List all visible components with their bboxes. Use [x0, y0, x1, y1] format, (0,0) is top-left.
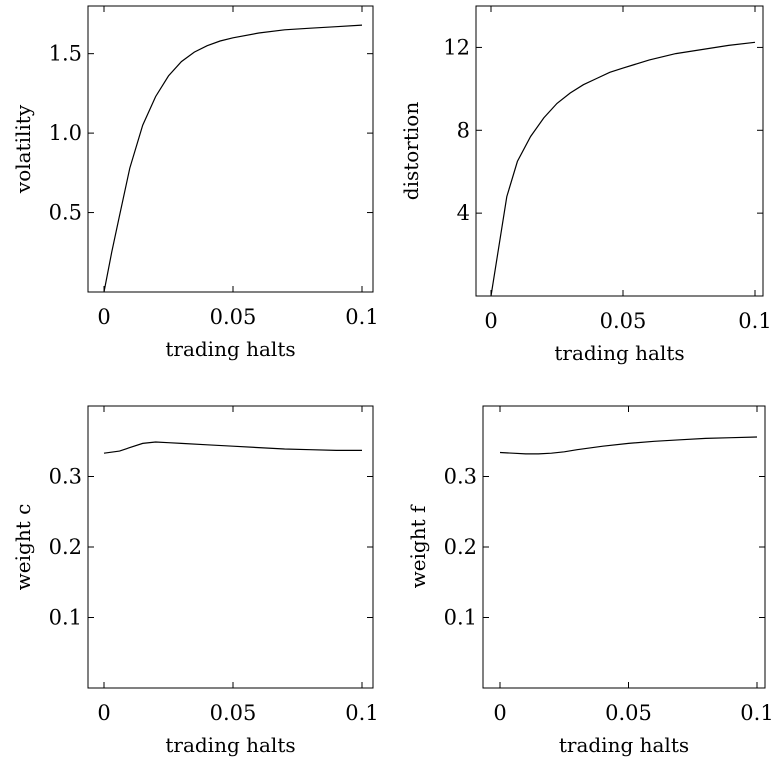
y-tick-label: 12 [443, 35, 470, 59]
series-line-0 [490, 41, 756, 297]
x-tick-label: 0.1 [738, 309, 771, 333]
y-tick-label: 0.3 [444, 465, 477, 489]
y-axis-label: volatility [11, 104, 35, 194]
x-tick-label: 0 [493, 701, 506, 725]
y-tick-label: 0.5 [49, 201, 82, 225]
y-axis-label: distortion [399, 102, 423, 201]
plot-frame [87, 405, 374, 689]
x-tick-label: 0.1 [740, 701, 773, 725]
x-axis-label: trading halts [554, 341, 684, 365]
y-tick-label: 4 [457, 201, 470, 225]
distortion-panel: 0 0.05 0.1 4 8 12 trading halts distortion [399, 5, 772, 365]
y-tick-label: 1.5 [49, 42, 82, 66]
x-tick-label: 0.05 [605, 701, 652, 725]
x-axis-label: trading halts [165, 337, 295, 361]
y-tick-label: 0.1 [444, 606, 477, 630]
x-axis-label: trading halts [165, 733, 295, 757]
plot-frame [482, 405, 766, 689]
x-tick-label: 0.05 [600, 309, 647, 333]
y-axis-label: weight f [406, 504, 430, 588]
series-line-0 [103, 441, 362, 454]
x-tick-label: 0.05 [210, 305, 257, 329]
y-tick-label: 8 [457, 118, 470, 142]
x-tick-label: 0 [97, 701, 110, 725]
x-tick-label: 0 [97, 305, 110, 329]
y-tick-label: 0.1 [49, 606, 82, 630]
x-tick-label: 0.05 [210, 701, 257, 725]
series-line-0 [499, 436, 758, 455]
volatility-panel: 0 0.05 0.1 0.5 1.0 1.5 trading halts volatility [11, 5, 379, 361]
y-tick-label: 0.2 [444, 535, 477, 559]
y-tick-label: 0.2 [49, 535, 82, 559]
y-axis-label: weight c [11, 504, 35, 591]
x-axis-label: trading halts [559, 733, 689, 757]
series-line-0 [103, 24, 363, 293]
plot-frame [87, 5, 374, 293]
y-tick-label: 1.0 [49, 121, 82, 145]
x-tick-label: 0.1 [345, 305, 378, 329]
plot-frame [475, 5, 764, 297]
x-tick-label: 0.1 [345, 701, 378, 725]
y-tick-label: 0.3 [49, 465, 82, 489]
x-tick-label: 0 [484, 309, 497, 333]
weight-c-panel: 0 0.05 0.1 0.1 0.2 0.3 trading halts weight c [11, 405, 379, 757]
weight-f-panel: 0 0.05 0.1 0.1 0.2 0.3 trading halts weight f [406, 405, 774, 757]
